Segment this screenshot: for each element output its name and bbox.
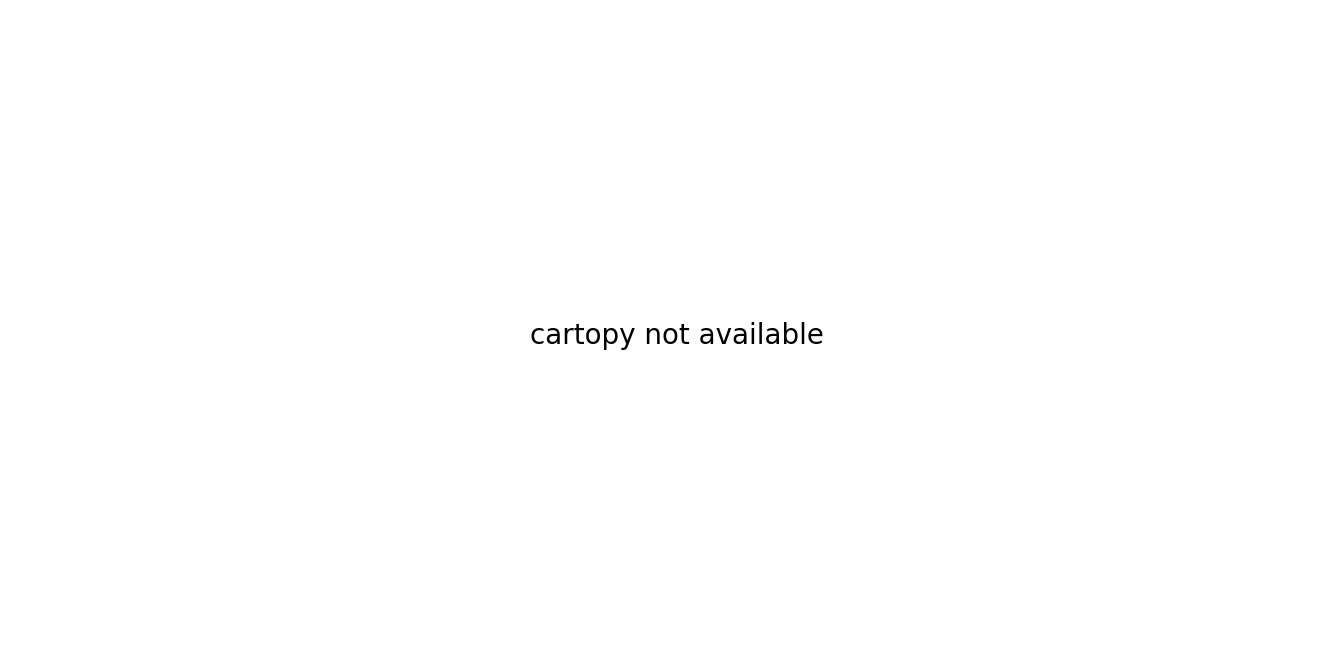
- Text: cartopy not available: cartopy not available: [529, 322, 824, 350]
